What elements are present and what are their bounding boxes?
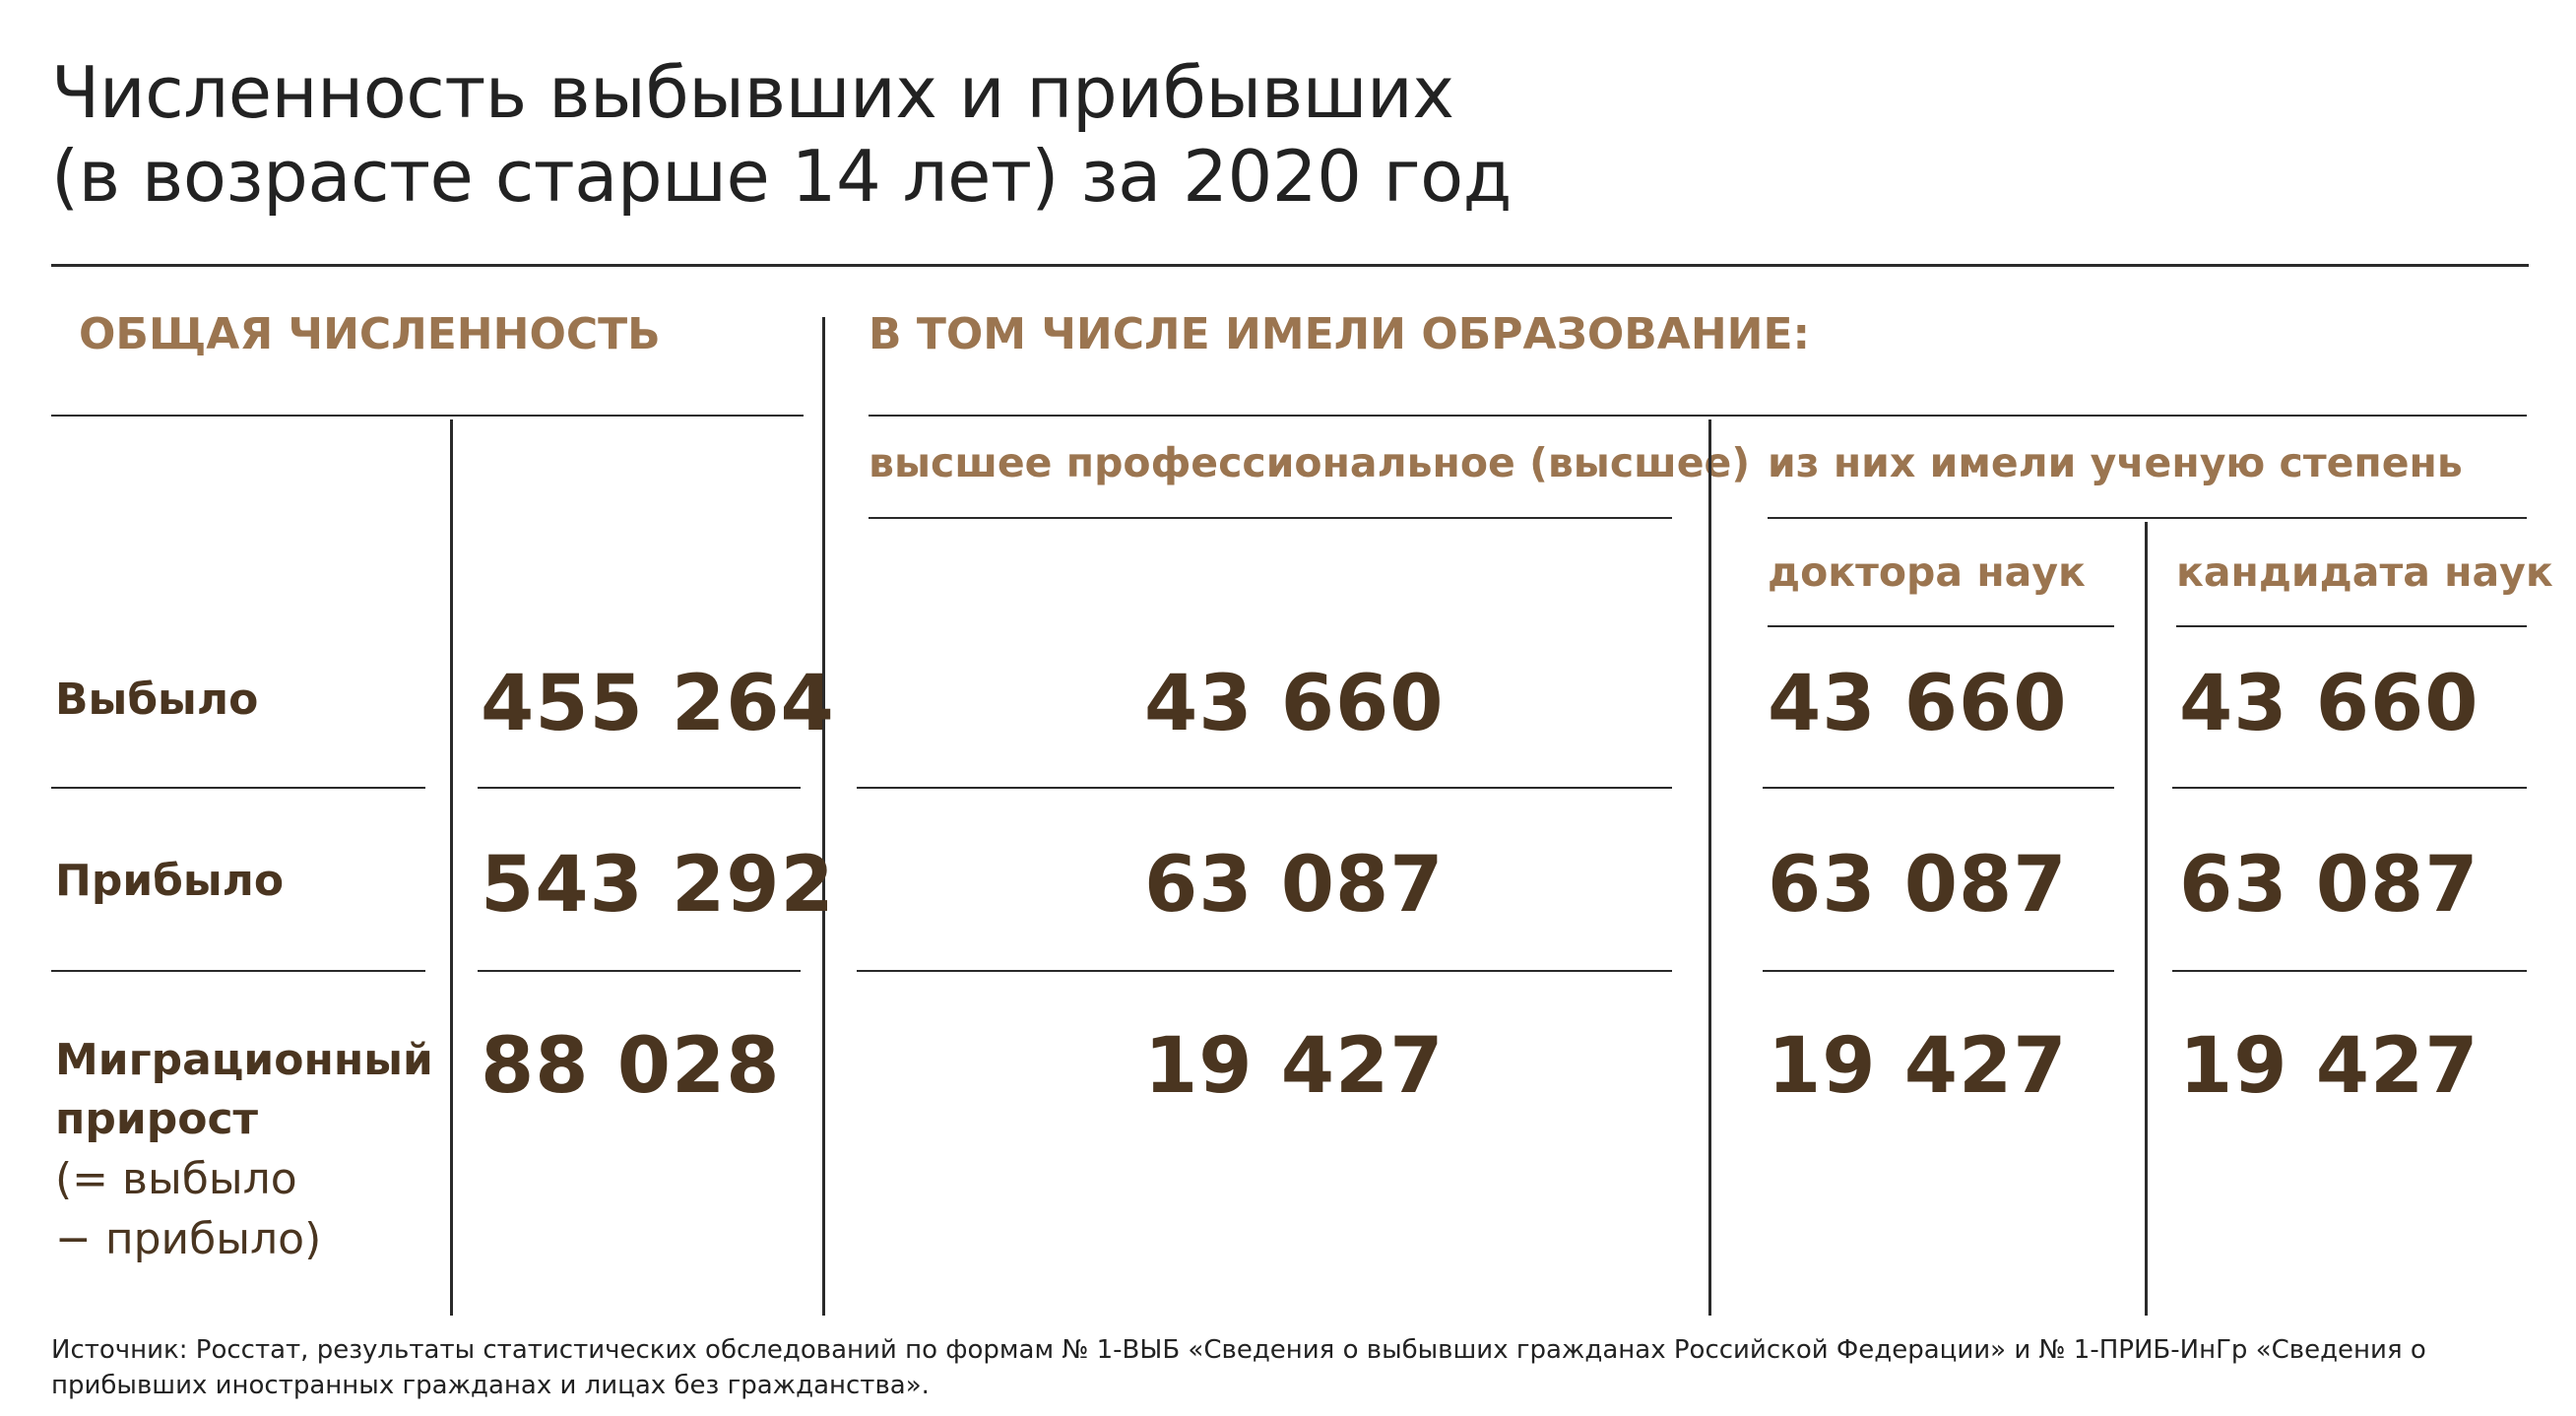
header-higher: высшее профессиональное (высшее): [869, 439, 1751, 486]
header-higher-rule: [869, 517, 1672, 519]
row-rule: [51, 970, 425, 972]
header-doctors-rule: [1768, 625, 2114, 627]
row-rule: [2172, 970, 2527, 972]
row-label-2: прирост: [55, 1094, 259, 1144]
row-note: (= выбыло: [55, 1154, 297, 1204]
row-candidates-value: 43 660: [2179, 660, 2479, 748]
row-higher-value: 63 087: [1144, 841, 1445, 930]
row-label: Выбыло: [55, 675, 259, 725]
row-candidates-value: 19 427: [2179, 1022, 2479, 1111]
row-higher-value: 43 660: [1144, 660, 1445, 748]
row-rule: [1763, 970, 2114, 972]
row-doctors-value: 63 087: [1768, 841, 2068, 930]
header-total: ОБЩАЯ ЧИСЛЕННОСТЬ: [79, 309, 661, 359]
header-degree-rule: [1768, 517, 2527, 519]
row-doctors-value: 19 427: [1768, 1022, 2068, 1111]
header-candidates-rule: [2176, 625, 2527, 627]
row-rule: [51, 787, 425, 789]
top-rule: [51, 264, 2529, 267]
row-total-value: 88 028: [481, 1022, 781, 1111]
header-candidates: кандидата наук: [2176, 548, 2553, 596]
divider-total: [822, 317, 825, 1316]
row-label: Миграционный: [55, 1035, 433, 1085]
row-rule: [1763, 787, 2114, 789]
row-label: Прибыло: [55, 856, 285, 906]
row-rule: [478, 787, 801, 789]
divider-labels: [450, 419, 453, 1316]
row-rule: [857, 970, 1672, 972]
row-total-value: 543 292: [481, 841, 835, 930]
header-doctors: доктора наук: [1768, 548, 2086, 596]
row-total-value: 455 264: [481, 660, 835, 748]
source-note: Источник: Росстат, результаты статистиче…: [51, 1335, 2426, 1400]
header-total-rule: [51, 415, 804, 417]
row-note: − прибыло): [55, 1214, 322, 1264]
header-education: В ТОМ ЧИСЛЕ ИМЕЛИ ОБРАЗОВАНИЕ:: [869, 309, 1811, 359]
row-candidates-value: 63 087: [2179, 841, 2479, 930]
page-title-line-2: (в возрасте старше 14 лет) за 2020 год: [51, 135, 1512, 218]
divider-higher: [1708, 419, 1711, 1316]
row-doctors-value: 43 660: [1768, 660, 2068, 748]
row-rule: [857, 787, 1672, 789]
row-higher-value: 19 427: [1144, 1022, 1445, 1111]
row-rule: [2172, 787, 2527, 789]
divider-doctors: [2145, 522, 2148, 1316]
row-rule: [478, 970, 801, 972]
page-title-line-1: Численность выбывших и прибывших: [51, 51, 1454, 134]
header-education-rule: [869, 415, 2527, 417]
header-degree: из них имели ученую степень: [1768, 439, 2463, 486]
